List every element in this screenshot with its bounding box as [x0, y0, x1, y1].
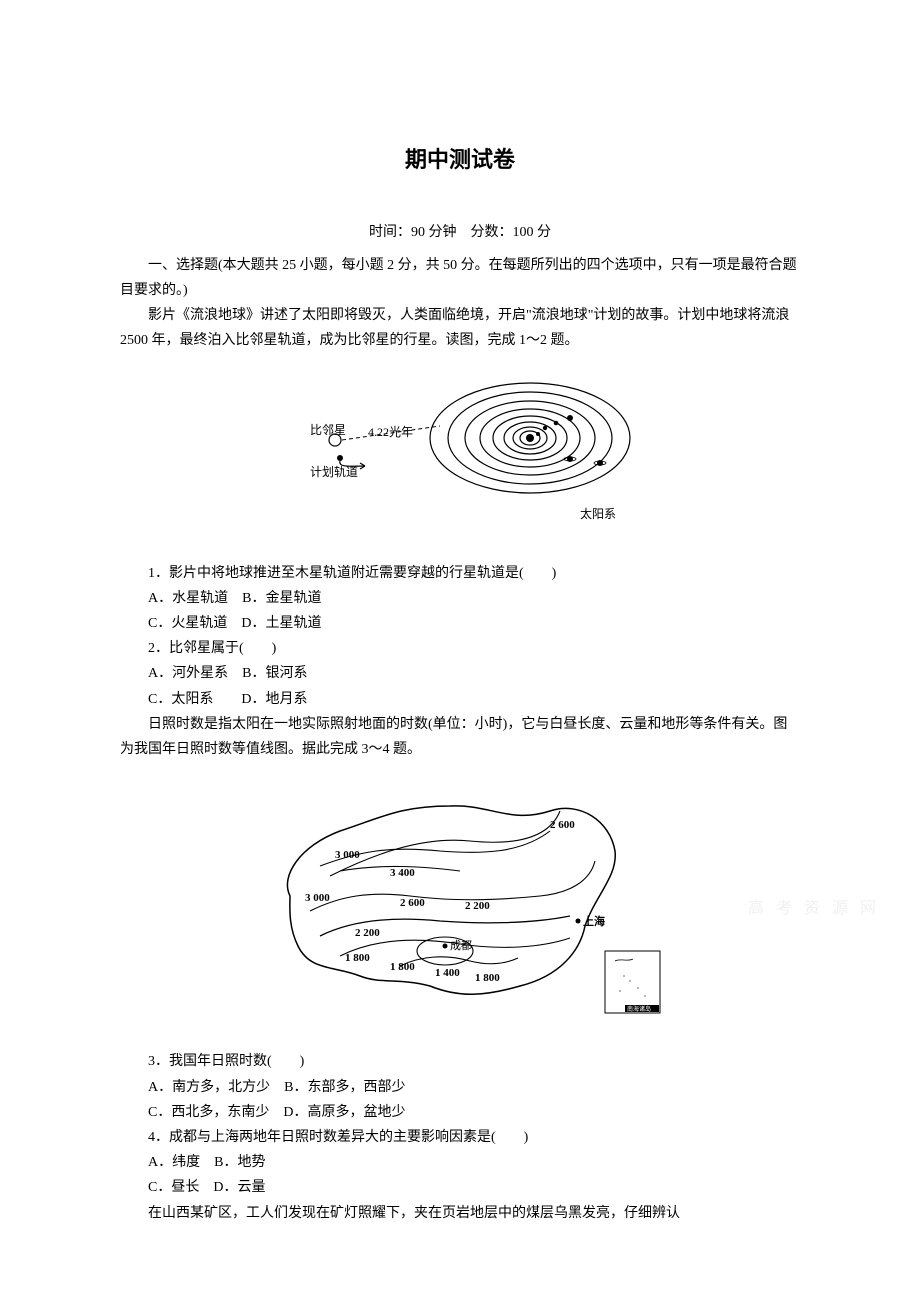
fig2-v1800c: 1 800	[475, 972, 500, 984]
fig1-distance-label: 4.22光年	[368, 425, 413, 439]
q3-options-2: C．西北多，东南少 D．高原多，盆地少	[120, 1100, 800, 1125]
section-intro: 一、选择题(本大题共 25 小题，每小题 2 分，共 50 分。在每题所列出的四…	[120, 253, 800, 303]
passage-2: 日照时数是指太阳在一地实际照射地面的时数(单位：小时)，它与白昼长度、云量和地形…	[120, 712, 800, 762]
fig2-v1800a: 1 800	[345, 952, 370, 964]
q4-options-1: A．纬度 B．地势	[120, 1150, 800, 1175]
fig2-v1800b: 1 800	[390, 961, 415, 973]
q2-options-1: A．河外星系 B．银河系	[120, 661, 800, 686]
fig2-v2600a: 2 600	[550, 819, 575, 831]
fig2-shanghai: 上海	[583, 914, 605, 928]
fig1-proxima-label: 比邻星	[310, 423, 346, 437]
fig2-v2600b: 2 600	[400, 897, 425, 909]
score-label: 分数：	[471, 225, 513, 240]
passage-3: 在山西某矿区，工人们发现在矿灯照耀下，夹在页岩地层中的煤层乌黑发亮，仔细辨认	[120, 1201, 800, 1226]
fig2-v3000a: 3 000	[335, 849, 360, 861]
fig2-chengdu: 成都	[450, 939, 472, 952]
fig2-v1400: 1 400	[435, 967, 460, 979]
q4-stem: 4．成都与上海两地年日照时数差异大的主要影响因素是( )	[120, 1125, 800, 1150]
fig2-v2200a: 2 200	[465, 900, 490, 912]
time-value: 90 分钟	[411, 225, 457, 240]
q1-stem: 1．影片中将地球推进至木星轨道附近需要穿越的行星轨道是( )	[120, 561, 800, 586]
fig1-orbit-label: 计划轨道	[310, 465, 358, 479]
q1-options-2: C．火星轨道 D．土星轨道	[120, 611, 800, 636]
passage-1: 影片《流浪地球》讲述了太阳即将毁灭，人类面临绝境，开启"流浪地球"计划的故事。计…	[120, 303, 800, 353]
figure-2-china-map: 2 600 3 000 3 400 3 000 2 600 2 200 2 20…	[120, 776, 800, 1035]
meta-line: 时间：90 分钟 分数：100 分	[120, 220, 800, 245]
fig2-v3000b: 3 000	[305, 892, 330, 904]
fig2-v3400: 3 400	[390, 867, 415, 879]
q4-options-2: C．昼长 D．云量	[120, 1175, 800, 1200]
q3-options-1: A．南方多，北方少 B．东部多，西部少	[120, 1075, 800, 1100]
figure-1-solar-system: 比邻星 计划轨道 4.22光年 太阳系	[120, 368, 800, 547]
q2-options-2: C．太阳系 D．地月系	[120, 687, 800, 712]
fig2-v2200b: 2 200	[355, 927, 380, 939]
page-title: 期中测试卷	[120, 140, 800, 180]
score-value: 100 分	[513, 225, 552, 240]
time-label: 时间：	[369, 225, 411, 240]
q1-options-1: A．水星轨道 B．金星轨道	[120, 586, 800, 611]
q2-stem: 2．比邻星属于( )	[120, 636, 800, 661]
fig1-solar-label: 太阳系	[580, 506, 616, 521]
fig2-inset-label: 南海诸岛	[627, 1005, 651, 1013]
q3-stem: 3．我国年日照时数( )	[120, 1049, 800, 1074]
